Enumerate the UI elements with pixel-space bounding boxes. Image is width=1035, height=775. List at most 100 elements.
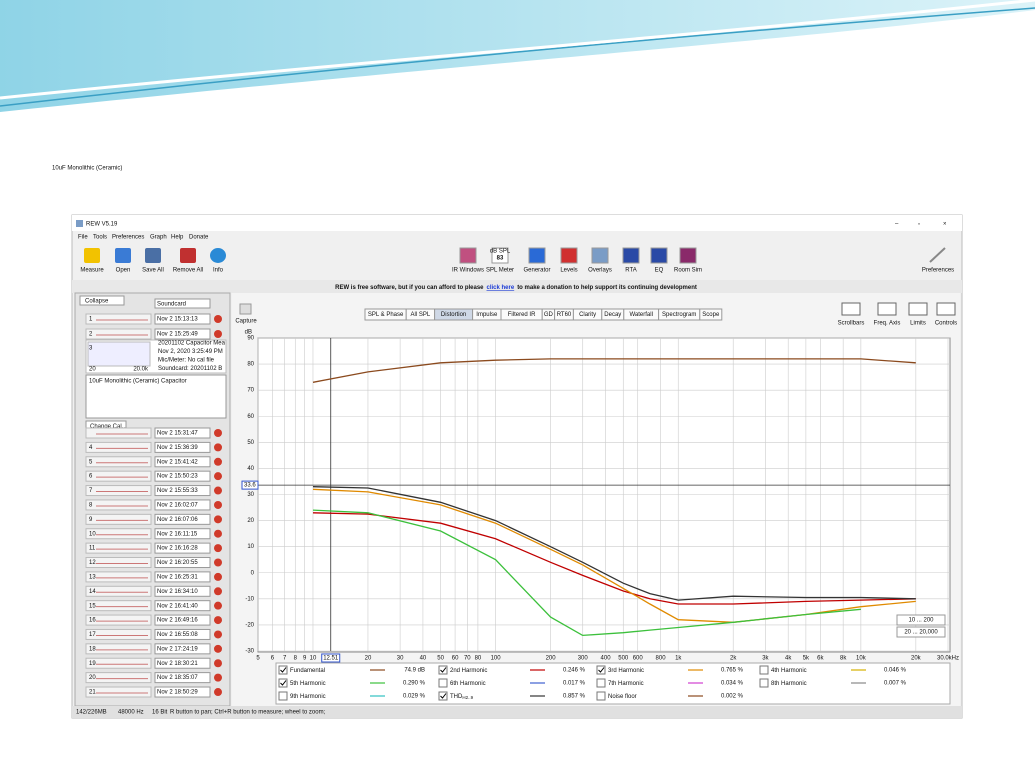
checkbox[interactable] xyxy=(596,678,606,688)
menu-item[interactable]: Tools xyxy=(93,235,107,241)
toolbar-label[interactable]: Generator xyxy=(523,268,550,274)
checkbox[interactable] xyxy=(596,665,606,675)
toolbar-label[interactable]: Remove All xyxy=(173,268,203,274)
tool-label[interactable]: Controls xyxy=(935,321,957,327)
measurement-row[interactable] xyxy=(85,470,152,482)
checkbox[interactable] xyxy=(438,665,448,675)
menu-item[interactable]: Preferences xyxy=(112,235,144,241)
measurement-row[interactable] xyxy=(85,600,152,612)
toolbar-icon[interactable] xyxy=(650,247,668,264)
remove-button[interactable] xyxy=(214,558,222,567)
toolbar-icon[interactable] xyxy=(459,247,477,264)
toolbar-label[interactable]: Save All xyxy=(142,268,164,274)
toolbar-icon[interactable] xyxy=(145,248,161,263)
toolbar-label[interactable]: EQ xyxy=(655,268,664,274)
tab-label[interactable]: RT60 xyxy=(557,312,572,318)
remove-button[interactable] xyxy=(214,472,222,481)
toolbar-label[interactable]: RTA xyxy=(625,268,636,274)
measurement-row[interactable] xyxy=(85,542,152,554)
checkbox[interactable] xyxy=(278,678,288,688)
toolbar-label[interactable]: Measure xyxy=(80,268,104,274)
remove-button[interactable] xyxy=(214,572,222,581)
capture-icon[interactable] xyxy=(239,303,252,315)
remove-button[interactable] xyxy=(214,688,222,697)
minimize[interactable]: – xyxy=(895,222,899,228)
tab[interactable] xyxy=(699,308,723,321)
remove-button[interactable] xyxy=(214,330,222,338)
measurement-row[interactable] xyxy=(85,643,152,655)
tool-label[interactable]: Freq. Axis xyxy=(874,321,901,327)
tool-icon[interactable] xyxy=(841,302,861,316)
tab-label[interactable]: Decay xyxy=(604,312,621,318)
remove-button[interactable] xyxy=(214,644,222,653)
remove-button[interactable] xyxy=(214,443,222,452)
capture-label[interactable]: Capture xyxy=(235,319,257,325)
tool-icon[interactable] xyxy=(908,302,928,316)
toolbar-label[interactable]: Open xyxy=(116,268,131,274)
measurement-row[interactable] xyxy=(85,585,152,597)
tab-label[interactable]: Clarity xyxy=(579,312,596,318)
toolbar-icon[interactable] xyxy=(491,247,509,264)
menu-item[interactable]: Donate xyxy=(189,235,209,241)
toolbar-label[interactable]: IR Windows xyxy=(452,268,484,274)
tab-label[interactable]: All SPL xyxy=(411,312,431,318)
remove-button[interactable] xyxy=(214,601,222,610)
toolbar-label[interactable]: Levels xyxy=(560,268,577,274)
change-cal[interactable]: Change Cal... xyxy=(90,424,127,430)
remove-button[interactable] xyxy=(214,630,222,639)
remove-button[interactable] xyxy=(214,486,222,495)
toolbar-label[interactable]: Preferences xyxy=(922,268,954,274)
tab-label[interactable]: Filtered IR xyxy=(508,312,536,318)
range-label[interactable]: 10 ... 200 xyxy=(908,618,934,624)
close[interactable]: × xyxy=(943,222,947,228)
range-button[interactable] xyxy=(896,626,946,638)
menu-item[interactable]: Help xyxy=(171,235,184,241)
measurement-row[interactable] xyxy=(85,614,152,626)
restore[interactable]: ▫ xyxy=(918,222,920,228)
remove-button[interactable] xyxy=(214,544,222,553)
remove-button[interactable] xyxy=(214,673,222,682)
range-label[interactable]: 20 ... 20,000 xyxy=(904,630,938,636)
remove-button[interactable] xyxy=(214,616,222,625)
measurement-row[interactable] xyxy=(85,672,152,684)
checkbox[interactable] xyxy=(759,678,769,688)
toolbar-icon[interactable] xyxy=(84,248,100,263)
menu-item[interactable]: Graph xyxy=(150,235,167,241)
remove-button[interactable] xyxy=(214,457,222,466)
measurement-row[interactable] xyxy=(85,628,152,640)
tool-label[interactable]: Limits xyxy=(910,321,926,327)
remove-button[interactable] xyxy=(214,429,222,437)
tab-label[interactable]: SPL & Phase xyxy=(368,312,404,318)
checkbox[interactable] xyxy=(438,678,448,688)
tool-icon[interactable] xyxy=(936,302,956,316)
toolbar-icon[interactable] xyxy=(210,248,226,263)
toolbar-icon[interactable] xyxy=(528,247,546,264)
toolbar-label[interactable]: SPL Meter xyxy=(486,268,514,274)
toolbar-icon[interactable] xyxy=(560,247,578,264)
tab-label[interactable]: Scope xyxy=(702,312,720,318)
checkbox[interactable] xyxy=(759,665,769,675)
tab-label[interactable]: GD xyxy=(544,312,554,318)
measurement-row[interactable] xyxy=(85,528,152,540)
toolbar-label[interactable]: Info xyxy=(213,268,224,274)
remove-button[interactable] xyxy=(214,529,222,538)
remove-button[interactable] xyxy=(214,500,222,509)
checkbox[interactable] xyxy=(278,665,288,675)
banner-link[interactable]: click here xyxy=(487,285,515,291)
checkbox[interactable] xyxy=(596,691,606,701)
measurement-row[interactable] xyxy=(85,499,152,511)
measurement-row[interactable] xyxy=(85,557,152,569)
remove-button[interactable] xyxy=(214,587,222,596)
range-button[interactable] xyxy=(896,614,946,626)
measurement-row[interactable] xyxy=(85,441,152,453)
toolbar-icon[interactable] xyxy=(115,248,131,263)
checkbox[interactable] xyxy=(278,691,288,701)
tab-label[interactable]: Spectrogram xyxy=(662,312,696,318)
collapse-label[interactable]: Collapse xyxy=(85,299,109,305)
checkbox[interactable] xyxy=(438,691,448,701)
measurement-row[interactable] xyxy=(85,686,152,698)
toolbar-label[interactable]: Room Sim xyxy=(674,268,702,274)
measurement-row[interactable] xyxy=(85,485,152,497)
remove-button[interactable] xyxy=(214,515,222,524)
tab-label[interactable]: Waterfall xyxy=(629,312,652,318)
